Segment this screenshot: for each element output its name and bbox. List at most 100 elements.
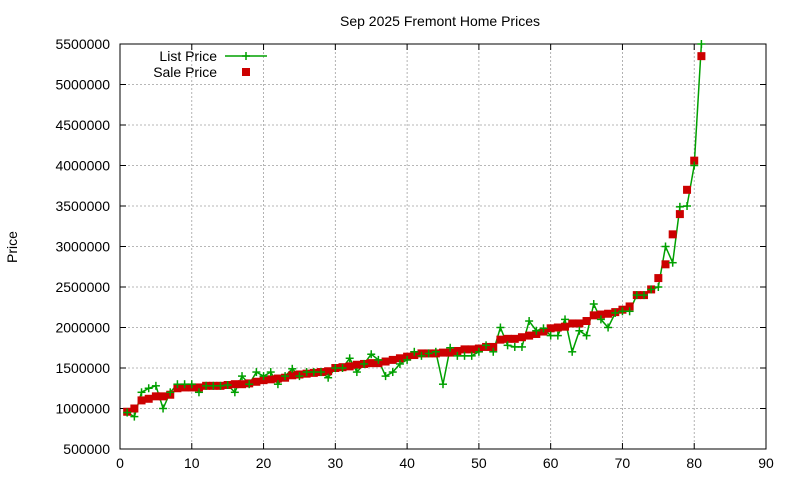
list-price-point [238,372,247,381]
list-price-point [575,326,584,335]
list-price-point [367,350,376,359]
list-price-point [690,161,699,170]
legend-label-list-price: List Price [159,48,217,64]
sale-price-point [690,156,699,165]
x-tick-label: 30 [328,455,344,471]
list-price-point [460,351,469,360]
list-price-point [223,381,232,390]
sale-price-point [561,322,570,331]
list-price-point [661,242,670,251]
sale-price-point [489,342,498,351]
list-price-point [604,323,613,332]
sale-price-point [238,380,247,389]
sale-price-point [589,311,598,320]
list-price-point [352,368,361,377]
list-price-point [546,331,555,340]
list-price-point [697,40,706,48]
sale-price-point [453,346,462,355]
list-price-point [539,324,548,333]
x-tick-label: 40 [399,455,415,471]
sale-price-point [273,374,282,383]
list-price-point [230,388,239,397]
y-tick-label: 500000 [63,441,110,457]
list-price-point [151,381,160,390]
sale-price-point [159,392,168,401]
list-price-point [654,283,663,291]
list-price-point [180,380,189,389]
list-price-point [324,373,333,382]
list-price-point [187,380,196,389]
list-price-point [496,323,505,332]
list-price-point [446,343,455,352]
y-tick-label: 4500000 [55,117,110,133]
sale-price-point [345,362,354,371]
list-price-point [417,351,426,360]
y-tick-label: 3000000 [55,239,110,255]
sale-price-point [151,392,160,401]
list-price-point [338,364,347,372]
list-price-point [482,341,491,350]
list-price-point [424,349,433,358]
list-price-point [453,351,462,360]
list-price-point [309,368,318,377]
sale-price-point [194,383,203,392]
list-price-point [395,359,404,368]
list-price-point [568,347,577,356]
sale-price-point [668,230,677,239]
list-price-point [403,355,412,364]
x-tick-label: 90 [758,455,774,471]
y-tick-label: 4000000 [55,158,110,174]
sale-price-point [352,360,361,369]
sale-price-point [460,345,469,354]
list-price-point [209,381,218,390]
sale-price-point [553,323,562,332]
list-price-point [374,355,383,364]
list-price-point [259,372,268,381]
sale-price-point [517,333,526,342]
sale-price-point [288,371,297,380]
sale-price-point [446,348,455,357]
list-price-point [266,368,275,377]
sale-price-point [173,384,182,393]
list-price-point [510,342,519,351]
x-tick-label: 80 [686,455,702,471]
sale-price-point [697,52,706,61]
list-price-point [252,368,261,377]
sale-price-point [467,345,476,354]
x-tick-label: 60 [543,455,559,471]
sale-price-point [675,210,684,219]
sale-price-point [367,359,376,368]
list-price-point [582,331,591,340]
list-price-point [345,354,354,363]
x-tick-label: 0 [116,455,124,471]
sale-price-point [230,380,239,389]
sale-price-point [381,357,390,366]
list-price-point [596,315,605,324]
x-tick-label: 50 [471,455,487,471]
x-tick-label: 70 [615,455,631,471]
list-price-point [316,368,325,377]
sale-price-point [496,335,505,344]
list-price-point [474,347,483,356]
y-tick-label: 2500000 [55,279,110,295]
sale-price-point [252,377,261,386]
sale-price-point [324,367,333,376]
list-price-point [410,347,419,356]
list-price-point [360,359,369,368]
list-price-point [159,404,168,413]
list-price-point [517,342,526,351]
list-price-point [381,372,390,381]
y-tick-label: 5000000 [55,77,110,93]
list-price-point [589,300,598,309]
legend: List Price Sale Price [153,48,267,80]
y-tick-label: 1500000 [55,360,110,376]
list-price-point [216,381,225,390]
list-price-point [281,372,290,381]
legend-marker-list-price [242,52,250,60]
list-price-point [173,380,182,389]
list-price-point [302,368,311,377]
list-price-point [331,364,340,372]
list-price-point [130,412,139,421]
